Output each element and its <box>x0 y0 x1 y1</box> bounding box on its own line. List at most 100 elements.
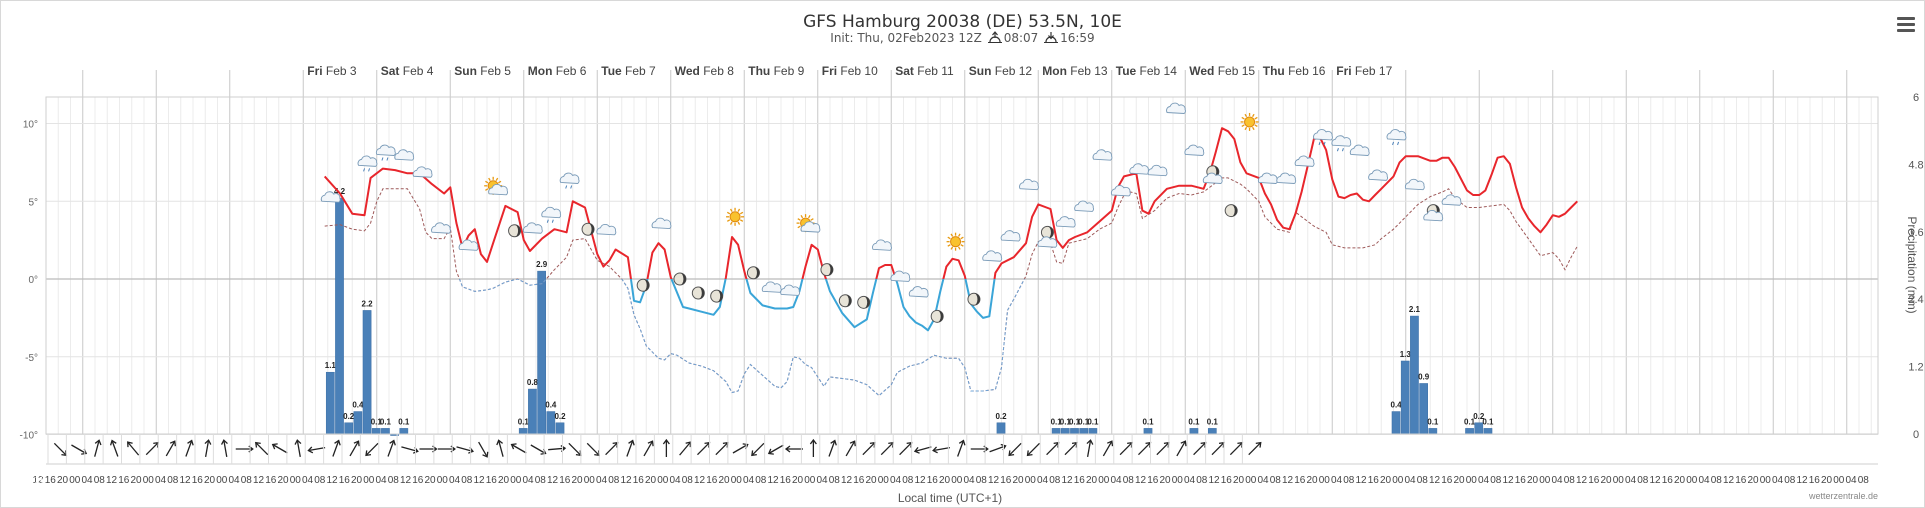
moon-shadow <box>679 273 686 285</box>
wind-shaft <box>934 446 950 452</box>
moon-icon <box>691 286 705 300</box>
rain-drop <box>570 185 573 189</box>
cloud-shape <box>1092 149 1113 161</box>
rain-drop <box>546 219 549 223</box>
hour-tick-label: 12 <box>326 475 338 486</box>
cloud-shape <box>1037 236 1058 248</box>
hour-tick-label: 00 <box>1172 475 1184 486</box>
hour-tick-label: 16 <box>706 475 718 486</box>
wind-shaft <box>862 442 875 456</box>
cloud-icon <box>394 149 415 161</box>
hour-tick-label: 00 <box>1539 475 1551 486</box>
moon-shadow <box>698 286 705 299</box>
precip-data-label: 0.8 <box>527 378 539 387</box>
hour-tick-label: 16 <box>1809 475 1821 486</box>
wind-shaft <box>1046 442 1059 456</box>
wind-shaft <box>53 442 67 456</box>
cloud-icon <box>412 166 433 178</box>
precip-bar <box>1419 383 1428 435</box>
hour-tick-label: 20 <box>571 475 583 486</box>
hour-tick-label: 04 <box>1257 475 1269 486</box>
cloud-icon <box>1166 102 1186 114</box>
hour-tick-label: 04 <box>1331 475 1343 486</box>
cloud-shape <box>431 222 451 234</box>
cloud-shape <box>1166 102 1186 114</box>
cloud-shape <box>522 222 543 234</box>
moon-shadow <box>716 290 723 303</box>
hour-tick-label: 08 <box>1858 475 1870 486</box>
cloud-shape <box>375 144 396 156</box>
hour-tick-label: 12 <box>1061 475 1073 486</box>
sun-ray <box>947 244 951 247</box>
wind-shaft <box>880 442 893 456</box>
hour-tick-label: 08 <box>461 475 473 486</box>
precip-bar <box>1051 428 1061 435</box>
y-right-tick-label: 6 <box>1913 92 1919 104</box>
sun-ray <box>726 211 731 215</box>
hour-tick-label: 12 <box>767 475 779 486</box>
wind-arrow-icon <box>784 445 803 453</box>
precip-data-label: 2.2 <box>362 299 374 308</box>
sun-ray <box>737 208 741 212</box>
hour-tick-label: 16 <box>486 475 498 486</box>
hour-tick-label: 00 <box>1613 475 1625 486</box>
hamburger-menu-icon[interactable] <box>1895 14 1917 36</box>
moon-icon <box>1224 204 1238 218</box>
hour-tick-label: 20 <box>57 475 69 486</box>
sun-ray <box>498 180 502 184</box>
moon-icon <box>710 289 724 303</box>
cloud-shape <box>1147 164 1168 177</box>
hour-tick-label: 20 <box>1306 475 1318 486</box>
moon-icon <box>838 294 852 308</box>
sun-ray <box>1241 116 1245 120</box>
wind-shaft <box>605 442 618 456</box>
hour-tick-label: 08 <box>1049 475 1061 486</box>
precip-data-label: 1.3 <box>1400 350 1412 359</box>
wind-head <box>628 439 635 446</box>
hour-tick-label: 16 <box>1735 475 1747 486</box>
wind-shaft <box>769 444 784 454</box>
y-left-tick-label: -10° <box>20 431 38 442</box>
wind-shaft <box>185 441 192 457</box>
wind-head <box>809 438 817 445</box>
wind-shaft <box>732 444 748 454</box>
cloud-icon <box>458 239 479 251</box>
wind-shaft <box>94 441 100 457</box>
precip-data-label: 0.4 <box>352 401 364 410</box>
hour-tick-label: 04 <box>669 475 681 486</box>
hour-tick-label: 00 <box>1833 475 1845 486</box>
sun-ray <box>726 219 731 222</box>
wind-arrow-icon <box>957 439 966 457</box>
sun-disc <box>950 236 962 248</box>
y-left-tick-label: 5° <box>28 197 38 208</box>
dewpoint-line-above-zero <box>324 177 1578 397</box>
cloud-icon <box>1092 149 1113 161</box>
moon-icon <box>746 266 760 280</box>
hour-tick-label: 12 <box>1576 475 1588 486</box>
wind-arrow-icon <box>1176 440 1187 457</box>
hour-tick-label: 00 <box>804 475 816 486</box>
sun-ray <box>488 177 491 181</box>
cloud-shape <box>1386 129 1407 141</box>
hour-tick-label: 12 <box>694 475 706 486</box>
cloud-shape <box>488 183 508 196</box>
precip-bar <box>1400 360 1410 435</box>
sun-ray <box>1254 124 1258 128</box>
precip-data-label: 0.1 <box>1482 417 1494 426</box>
sun-disc <box>1244 116 1256 128</box>
moon-shadow <box>514 224 521 237</box>
y-right-tick-label: 0 <box>1913 429 1919 441</box>
wind-shaft <box>752 442 765 456</box>
wind-arrow-icon <box>165 440 176 457</box>
rain-drop <box>1392 141 1395 146</box>
wind-arrow-icon <box>1008 442 1022 457</box>
precip-bar <box>1070 428 1079 435</box>
wind-shaft <box>1211 442 1224 456</box>
precip-data-label: 0.4 <box>1391 401 1403 410</box>
wind-head <box>1255 441 1262 448</box>
cloud-icon <box>780 284 800 296</box>
wind-arrow-icon <box>1086 439 1094 457</box>
hour-tick-label: 08 <box>1490 475 1502 486</box>
wind-shaft <box>309 446 326 452</box>
wind-shaft <box>989 445 1005 453</box>
